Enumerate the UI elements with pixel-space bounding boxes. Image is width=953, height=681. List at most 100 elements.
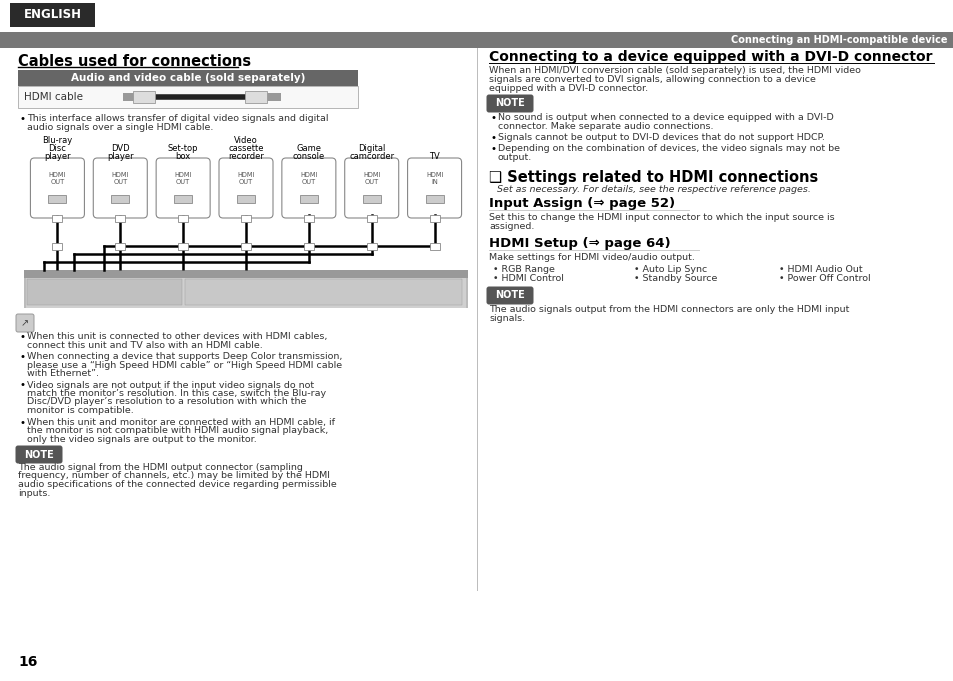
Text: OUT: OUT [301,180,315,185]
Text: • Power Off Control: • Power Off Control [779,274,870,283]
Bar [267,93,281,101]
Text: Game: Game [296,144,321,153]
FancyBboxPatch shape [16,314,34,332]
Text: • Auto Lip Sync: • Auto Lip Sync [634,265,706,274]
Text: the monitor is not compatible with HDMI audio signal playback,: the monitor is not compatible with HDMI … [27,426,328,435]
Bar [18,86,357,108]
Bar [10,3,95,27]
Text: •: • [491,144,497,154]
Bar [304,243,314,250]
Text: console: console [293,152,325,161]
Text: • HDMI Control: • HDMI Control [493,274,563,283]
Text: •: • [20,352,26,362]
Bar [132,91,154,103]
Text: only the video signals are output to the monitor.: only the video signals are output to the… [27,434,256,443]
Bar [18,70,357,86]
Bar [123,93,137,101]
Text: •: • [491,113,497,123]
Text: Input Assign (⇒ page 52): Input Assign (⇒ page 52) [489,197,675,210]
Bar [425,195,443,203]
Bar [49,195,67,203]
Text: recorder: recorder [228,152,264,161]
FancyBboxPatch shape [486,95,533,112]
Text: 16: 16 [18,655,37,669]
Text: OUT: OUT [176,180,190,185]
Bar [241,243,251,250]
Bar [366,243,376,250]
Text: HDMI: HDMI [237,172,254,178]
FancyBboxPatch shape [344,158,398,218]
Text: • RGB Range: • RGB Range [493,265,555,274]
Text: Video: Video [233,136,257,145]
Text: cassette: cassette [228,144,263,153]
Text: When connecting a device that supports Deep Color transmission,: When connecting a device that supports D… [27,352,342,361]
Bar [178,243,188,250]
Bar [115,243,125,250]
Text: HDMI: HDMI [300,172,317,178]
Text: equipped with a DVI-D connector.: equipped with a DVI-D connector. [489,84,647,93]
Text: ENGLISH: ENGLISH [24,8,81,22]
Text: HDMI: HDMI [112,172,129,178]
Text: please use a “High Speed HDMI cable” or “High Speed HDMI cable: please use a “High Speed HDMI cable” or … [27,360,342,370]
Text: Set as necessary. For details, see the respective reference pages.: Set as necessary. For details, see the r… [497,185,810,194]
Text: Blu-ray: Blu-ray [42,136,72,145]
Text: Disc: Disc [49,144,67,153]
Bar [24,270,468,308]
Text: When this unit and monitor are connected with an HDMI cable, if: When this unit and monitor are connected… [27,417,335,426]
Text: match the monitor’s resolution. In this case, switch the Blu-ray: match the monitor’s resolution. In this … [27,389,326,398]
Text: IN: IN [431,180,437,185]
Text: Disc/DVD player’s resolution to a resolution with which the: Disc/DVD player’s resolution to a resolu… [27,398,306,407]
Bar [429,243,439,250]
Text: inputs.: inputs. [18,488,51,498]
FancyBboxPatch shape [407,158,461,218]
Text: assigned.: assigned. [489,222,534,231]
Text: When this unit is connected to other devices with HDMI cables,: When this unit is connected to other dev… [27,332,327,341]
Text: audio specifications of the connected device regarding permissible: audio specifications of the connected de… [18,480,336,489]
Text: OUT: OUT [238,180,253,185]
Text: audio signals over a single HDMI cable.: audio signals over a single HDMI cable. [27,123,213,132]
Bar [115,215,125,222]
Bar [174,195,192,203]
Text: No sound is output when connected to a device equipped with a DVI-D: No sound is output when connected to a d… [497,113,833,122]
Bar [185,279,461,305]
Text: HDMI: HDMI [174,172,192,178]
Text: ↗: ↗ [21,318,29,328]
Text: Set this to change the HDMI input connector to which the input source is: Set this to change the HDMI input connec… [489,213,834,222]
Text: OUT: OUT [364,180,378,185]
Text: Connecting an HDMI-compatible device: Connecting an HDMI-compatible device [731,35,947,45]
Text: •: • [20,332,26,342]
Text: HDMI: HDMI [49,172,66,178]
Text: frequency, number of channels, etc.) may be limited by the HDMI: frequency, number of channels, etc.) may… [18,471,330,481]
Text: camcorder: camcorder [349,152,394,161]
Bar [241,215,251,222]
Text: •: • [491,133,497,143]
Text: OUT: OUT [113,180,128,185]
Text: •: • [20,417,26,428]
Text: with Ethernet”.: with Ethernet”. [27,369,99,378]
Bar [245,91,267,103]
Text: HDMI: HDMI [363,172,380,178]
Text: HDMI: HDMI [425,172,443,178]
Bar [362,195,380,203]
Text: signals are converted to DVI signals, allowing connection to a device: signals are converted to DVI signals, al… [489,75,815,84]
FancyBboxPatch shape [156,158,210,218]
Text: Make settings for HDMI video/audio output.: Make settings for HDMI video/audio outpu… [489,253,694,262]
FancyBboxPatch shape [486,287,533,304]
Text: OUT: OUT [51,180,65,185]
Text: • Standby Source: • Standby Source [634,274,717,283]
Bar [27,279,182,305]
FancyBboxPatch shape [15,445,63,464]
Text: output.: output. [497,153,532,162]
Text: Depending on the combination of devices, the video signals may not be: Depending on the combination of devices,… [497,144,840,153]
Text: Connecting to a device equipped with a DVI-D connector: Connecting to a device equipped with a D… [489,50,931,64]
Text: Signals cannot be output to DVI-D devices that do not support HDCP.: Signals cannot be output to DVI-D device… [497,133,824,142]
Text: Video signals are not output if the input video signals do not: Video signals are not output if the inpu… [27,381,314,390]
Bar [52,215,62,222]
Text: HDMI Setup (⇒ page 64): HDMI Setup (⇒ page 64) [489,237,670,250]
Text: monitor is compatible.: monitor is compatible. [27,406,133,415]
Text: • HDMI Audio Out: • HDMI Audio Out [779,265,862,274]
Text: NOTE: NOTE [24,449,53,460]
Text: player: player [44,152,71,161]
Bar [304,215,314,222]
Text: TV: TV [429,152,439,161]
